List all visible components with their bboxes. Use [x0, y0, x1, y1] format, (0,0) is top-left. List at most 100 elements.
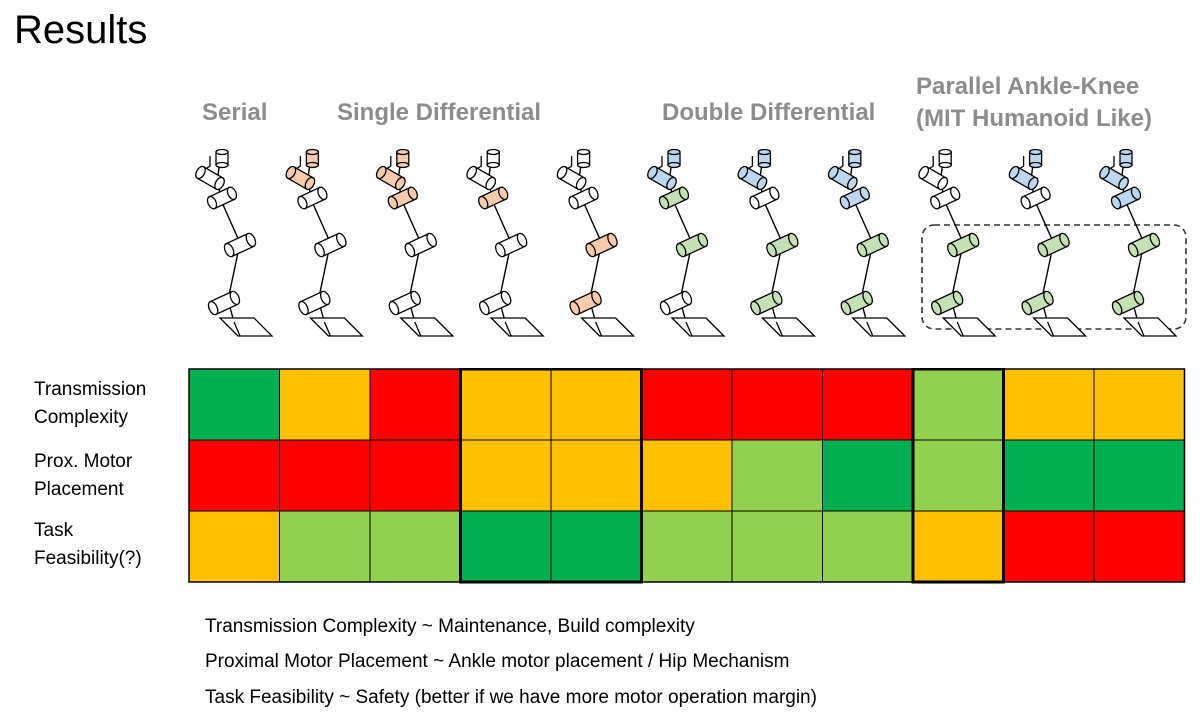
hip-roll-joint — [827, 165, 858, 191]
note-task: Task Feasibility ~ Safety (better if we … — [205, 687, 817, 708]
ankle-joint — [930, 290, 964, 316]
hip-roll-joint — [375, 165, 406, 191]
hip-pitch-joint — [749, 186, 780, 210]
ankle-joint — [1111, 290, 1145, 316]
knee-joint — [856, 232, 890, 258]
matrix-cell — [1003, 439, 1095, 512]
row-label-task-line2: Feasibility(?) — [34, 548, 142, 569]
matrix-cell — [641, 439, 733, 512]
row-label-task-line1: Task — [34, 520, 74, 541]
foot-strut — [323, 321, 331, 337]
matrix-cell — [460, 439, 552, 512]
matrix-cell — [641, 510, 733, 583]
yaw-motor — [938, 148, 952, 169]
matrix-cell — [188, 439, 280, 512]
yaw-motor — [486, 148, 500, 169]
knee-joint — [766, 232, 799, 258]
robot-leg — [556, 148, 636, 337]
matrix-cell — [550, 439, 642, 512]
foot — [218, 317, 274, 337]
hip-roll-joint — [737, 165, 768, 191]
matrix-cell — [822, 510, 914, 583]
matrix-cell — [279, 368, 371, 441]
knee-joint — [404, 232, 438, 258]
foot-strut — [1137, 321, 1145, 337]
hip-roll-joint — [647, 165, 677, 191]
category-double-differential: Double Differential — [662, 99, 876, 126]
yaw-motor — [757, 148, 772, 169]
matrix-cell — [822, 439, 914, 512]
ankle-joint — [569, 290, 602, 316]
matrix-cell — [731, 439, 823, 512]
robot-leg — [737, 148, 816, 337]
matrix-cell — [1093, 439, 1185, 512]
foot-strut — [233, 321, 241, 337]
robot-leg — [466, 148, 545, 337]
ankle-joint — [840, 290, 874, 316]
foot-strut — [1047, 321, 1055, 337]
ankle-joint — [478, 290, 512, 316]
foot — [399, 317, 455, 337]
category-parallel-line2: (MIT Humanoid Like) — [916, 105, 1152, 132]
knee-joint — [585, 232, 618, 258]
hip-roll-joint — [195, 165, 225, 191]
matrix-cell — [1093, 368, 1185, 441]
matrix-cell — [912, 368, 1004, 441]
foot — [1032, 317, 1088, 337]
parallel-group-box — [921, 224, 1187, 330]
matrix-cell — [369, 510, 461, 583]
row-label-prox-motor: Prox. Motor Placement — [34, 448, 132, 504]
hip-pitch-joint — [930, 186, 961, 210]
knee-joint — [946, 232, 980, 258]
foot-strut — [956, 321, 964, 337]
matrix-cell — [550, 368, 642, 441]
matrix-cell — [279, 439, 371, 512]
yaw-motor — [305, 148, 320, 169]
row-label-transmission: Transmission Complexity — [34, 376, 146, 432]
foot — [760, 317, 816, 337]
ankle-joint — [1021, 290, 1054, 316]
foot — [941, 317, 997, 337]
robot-leg — [647, 148, 726, 337]
hip-pitch-joint — [206, 186, 238, 210]
ankle-joint — [388, 290, 422, 316]
matrix-cell — [822, 368, 914, 441]
matrix-cell — [369, 368, 461, 441]
knee-joint — [314, 232, 347, 258]
ankle-joint — [659, 290, 693, 316]
yaw-motor — [215, 148, 229, 169]
foot — [851, 317, 907, 337]
matrix-cell — [550, 510, 642, 583]
matrix-cell — [731, 368, 823, 441]
hip-roll-joint — [556, 165, 587, 191]
category-parallel-line1: Parallel Ankle-Knee — [916, 73, 1140, 100]
row-label-transmission-line2: Complexity — [34, 407, 128, 428]
foot — [489, 317, 545, 337]
category-single-differential: Single Differential — [337, 99, 542, 126]
hip-pitch-joint — [1020, 186, 1051, 210]
hip-roll-joint — [1099, 165, 1129, 191]
hip-roll-joint — [1008, 165, 1039, 191]
matrix-cell — [460, 510, 552, 583]
matrix-border — [188, 368, 1186, 583]
foot-strut — [866, 321, 874, 337]
row-label-transmission-line1: Transmission — [34, 379, 147, 400]
robot-leg — [285, 148, 364, 337]
robot-leg — [918, 148, 997, 337]
evaluation-matrix — [188, 368, 1186, 584]
note-transmission: Transmission Complexity ~ Maintenance, B… — [205, 616, 695, 637]
ankle-joint — [207, 290, 241, 316]
foot-strut — [595, 321, 603, 337]
matrix-cell — [188, 368, 280, 441]
matrix-cell — [279, 510, 371, 583]
hip-pitch-joint — [297, 186, 328, 210]
matrix-cell — [1003, 510, 1095, 583]
matrix-cell — [369, 439, 461, 512]
robot-leg — [827, 148, 907, 337]
ankle-joint — [298, 290, 331, 316]
foot — [670, 317, 726, 337]
knee-joint — [675, 232, 709, 258]
robot-leg — [375, 148, 455, 337]
note-proximal: Proximal Motor Placement ~ Ankle motor p… — [205, 651, 790, 672]
matrix-cell — [1003, 368, 1095, 441]
